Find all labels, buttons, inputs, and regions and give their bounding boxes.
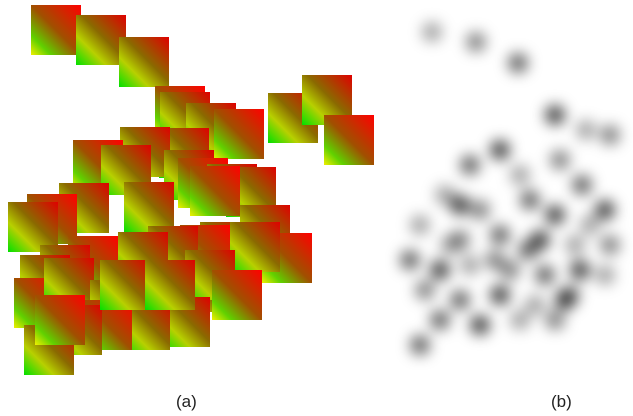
- blurred-blob: [535, 265, 555, 285]
- blurred-blob: [470, 200, 490, 220]
- blurred-blob: [518, 240, 538, 260]
- colored-square: [124, 182, 174, 232]
- blurred-blob: [595, 200, 615, 220]
- colored-square: [145, 260, 195, 310]
- panel-a-squares: [8, 5, 374, 375]
- blurred-blob: [500, 260, 520, 280]
- blurred-blob: [565, 235, 585, 255]
- blurred-blob: [490, 140, 510, 160]
- blurred-blob: [430, 310, 450, 330]
- blurred-blob: [490, 225, 510, 245]
- blurred-blob: [576, 120, 596, 140]
- blurred-blob: [572, 175, 592, 195]
- blurred-blob: [545, 205, 565, 225]
- blurred-blob: [440, 235, 460, 255]
- blurred-blob: [550, 150, 570, 170]
- colored-square: [100, 260, 150, 310]
- colored-square: [190, 166, 240, 216]
- blurred-blob: [600, 125, 620, 145]
- blurred-blob: [466, 32, 486, 52]
- panel-b-caption: (b): [551, 392, 572, 411]
- colored-square: [212, 270, 262, 320]
- colored-square: [8, 202, 58, 252]
- panel-b-blobs: [400, 22, 620, 355]
- blurred-blob: [470, 315, 490, 335]
- colored-square: [31, 5, 81, 55]
- blurred-blob: [545, 310, 565, 330]
- blurred-blob: [460, 155, 480, 175]
- blurred-blob: [415, 280, 435, 300]
- colored-square: [324, 115, 374, 165]
- blurred-blob: [485, 250, 505, 270]
- blurred-blob: [600, 235, 620, 255]
- colored-square: [230, 222, 280, 272]
- blurred-blob: [570, 260, 590, 280]
- blurred-blob: [400, 250, 420, 270]
- blurred-blob: [490, 285, 510, 305]
- blurred-blob: [435, 185, 455, 205]
- blurred-blob: [410, 215, 430, 235]
- blurred-blob: [580, 215, 600, 235]
- blurred-blob: [410, 335, 430, 355]
- colored-square: [214, 109, 264, 159]
- colored-square: [76, 15, 126, 65]
- blurred-blob: [422, 22, 442, 42]
- blurred-blob: [460, 255, 480, 275]
- blurred-blob: [450, 195, 470, 215]
- blurred-blob: [508, 53, 528, 73]
- colored-square: [119, 37, 169, 87]
- blurred-blob: [430, 260, 450, 280]
- colored-square: [35, 295, 85, 345]
- blurred-blob: [510, 310, 530, 330]
- blurred-blob: [525, 295, 545, 315]
- blurred-blob: [595, 265, 615, 285]
- blurred-blob: [545, 105, 565, 125]
- blurred-blob: [555, 290, 575, 310]
- blurred-blob: [510, 165, 530, 185]
- blurred-blob: [450, 290, 470, 310]
- panel-a-caption: (a): [176, 392, 197, 411]
- blurred-blob: [520, 190, 540, 210]
